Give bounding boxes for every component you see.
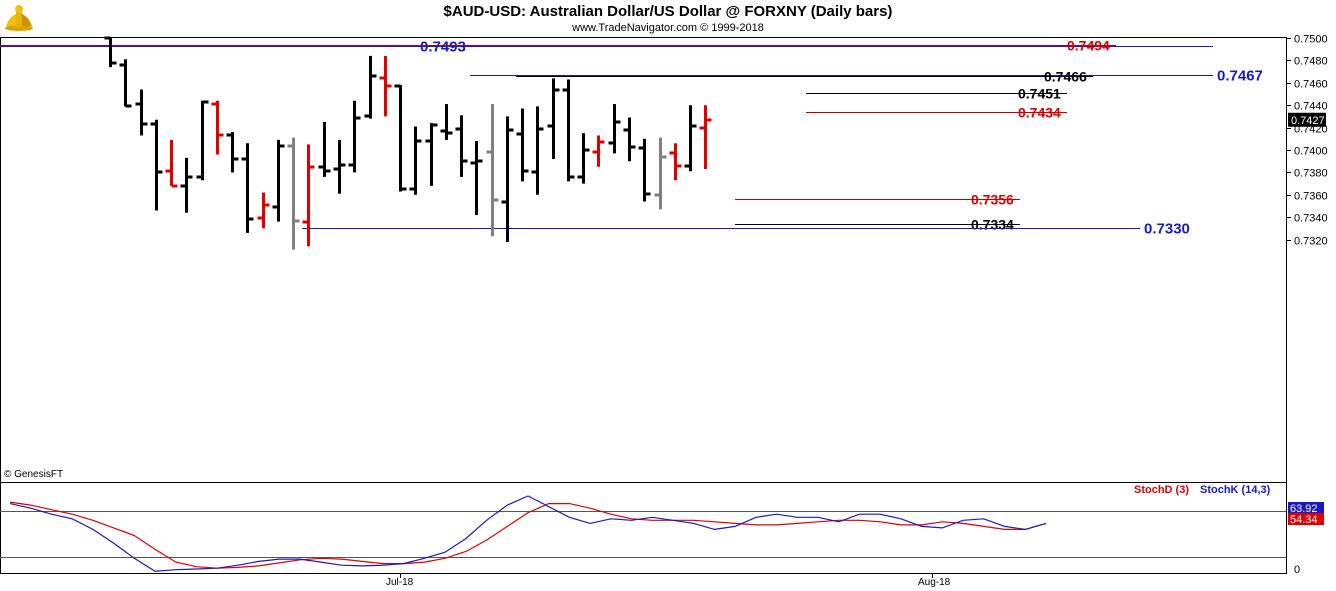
price-bar [394, 84, 407, 192]
chart-title: $AUD-USD: Australian Dollar/US Dollar @ … [443, 3, 893, 20]
price-bar [516, 108, 529, 182]
stochk-value-box [1288, 502, 1324, 514]
price-bar [577, 133, 590, 184]
price-bar [379, 55, 392, 117]
price-bar [211, 100, 224, 155]
level-label-0.7334: 0.7334 [971, 217, 1014, 233]
price-tick-label: 0.7380 [1294, 168, 1328, 180]
stochd-value-box [1288, 513, 1324, 525]
price-tick-label: 0.7340 [1294, 213, 1328, 225]
price-bar [196, 100, 209, 181]
stochastic-line-k [9, 495, 1047, 572]
price-bar [409, 126, 422, 195]
stochastic-tick-label: 0 [1294, 564, 1300, 576]
level-label-0.7493: 0.7493 [420, 39, 466, 56]
level-label-0.7330: 0.7330 [1144, 221, 1190, 238]
level-label-0.7451: 0.7451 [1018, 86, 1061, 102]
price-bar [562, 79, 575, 182]
time-axis: Jul-18 Aug-18 [386, 573, 951, 588]
level-label-0.7467: 0.7467 [1217, 68, 1263, 85]
price-bar [272, 139, 285, 222]
last-price-label: 0.7427 [1291, 115, 1325, 127]
time-tick-label: Aug-18 [918, 577, 951, 588]
price-panel-border [0, 37, 1287, 483]
price-bar [333, 139, 346, 194]
level-label-0.7494: 0.7494 [1067, 38, 1110, 54]
price-bar [470, 141, 483, 215]
price-axis: 0.75000.74800.74600.74400.74200.74000.73… [1286, 34, 1328, 248]
price-tick-label: 0.7500 [1294, 34, 1328, 46]
stochd-value-label: 54.34 [1290, 514, 1318, 526]
level-label-0.7466: 0.7466 [1044, 69, 1087, 85]
stochastic-lines [9, 495, 1047, 572]
price-tick-label: 0.7460 [1294, 79, 1328, 91]
price-bar [287, 137, 300, 250]
price-bar [150, 119, 163, 211]
stochastic-line-d [9, 501, 1047, 569]
price-tick-label: 0.7440 [1294, 101, 1328, 113]
price-bar [486, 104, 499, 237]
price-bar [425, 123, 438, 186]
chart-subtitle: www.TradeNavigator.com © 1999-2018 [572, 22, 764, 34]
price-bar [440, 104, 453, 140]
price-bar [654, 137, 667, 210]
price-bars [104, 36, 712, 250]
copyright-note: © GenesisFT [4, 469, 64, 480]
price-bar [531, 106, 544, 195]
price-bar [623, 117, 636, 162]
price-bar [180, 157, 193, 213]
price-bar [592, 135, 605, 167]
last-price-box [1288, 112, 1326, 127]
price-bar [669, 143, 682, 181]
level-label-0.7356: 0.7356 [971, 192, 1014, 208]
price-bar [104, 36, 117, 68]
price-bar [364, 55, 377, 119]
price-bar [455, 115, 468, 177]
trade-navigator-logo [5, 5, 33, 31]
level-label-0.7434: 0.7434 [1018, 105, 1061, 121]
price-bar [684, 105, 697, 172]
time-tick-label: Jul-18 [386, 577, 414, 588]
price-bar [119, 59, 132, 108]
stochd-legend: StochD (3) [1134, 484, 1189, 496]
price-bar [135, 89, 148, 136]
price-tick-label: 0.7400 [1294, 146, 1328, 158]
price-bar [348, 100, 361, 173]
price-tick-label: 0.7480 [1294, 56, 1328, 68]
price-bar [638, 138, 651, 202]
price-panel-frame [0, 37, 1287, 483]
stochastic-panel-frame [0, 482, 1287, 574]
stochastic-panel-border [0, 482, 1287, 574]
price-bar [501, 116, 514, 242]
price-bar [318, 122, 331, 177]
stochk-legend: StochK (14,3) [1200, 484, 1271, 496]
price-bar [302, 144, 315, 247]
price-bar [547, 78, 560, 159]
price-bar [257, 192, 270, 229]
price-bar [699, 105, 712, 170]
price-tick-label: 0.7360 [1294, 191, 1328, 203]
price-bar [241, 143, 254, 233]
price-bar [165, 139, 178, 188]
price-bar [226, 132, 239, 173]
stochk-value-label: 63.92 [1290, 503, 1318, 515]
price-tick-label: 0.7320 [1294, 236, 1328, 248]
price-bar [608, 104, 621, 154]
